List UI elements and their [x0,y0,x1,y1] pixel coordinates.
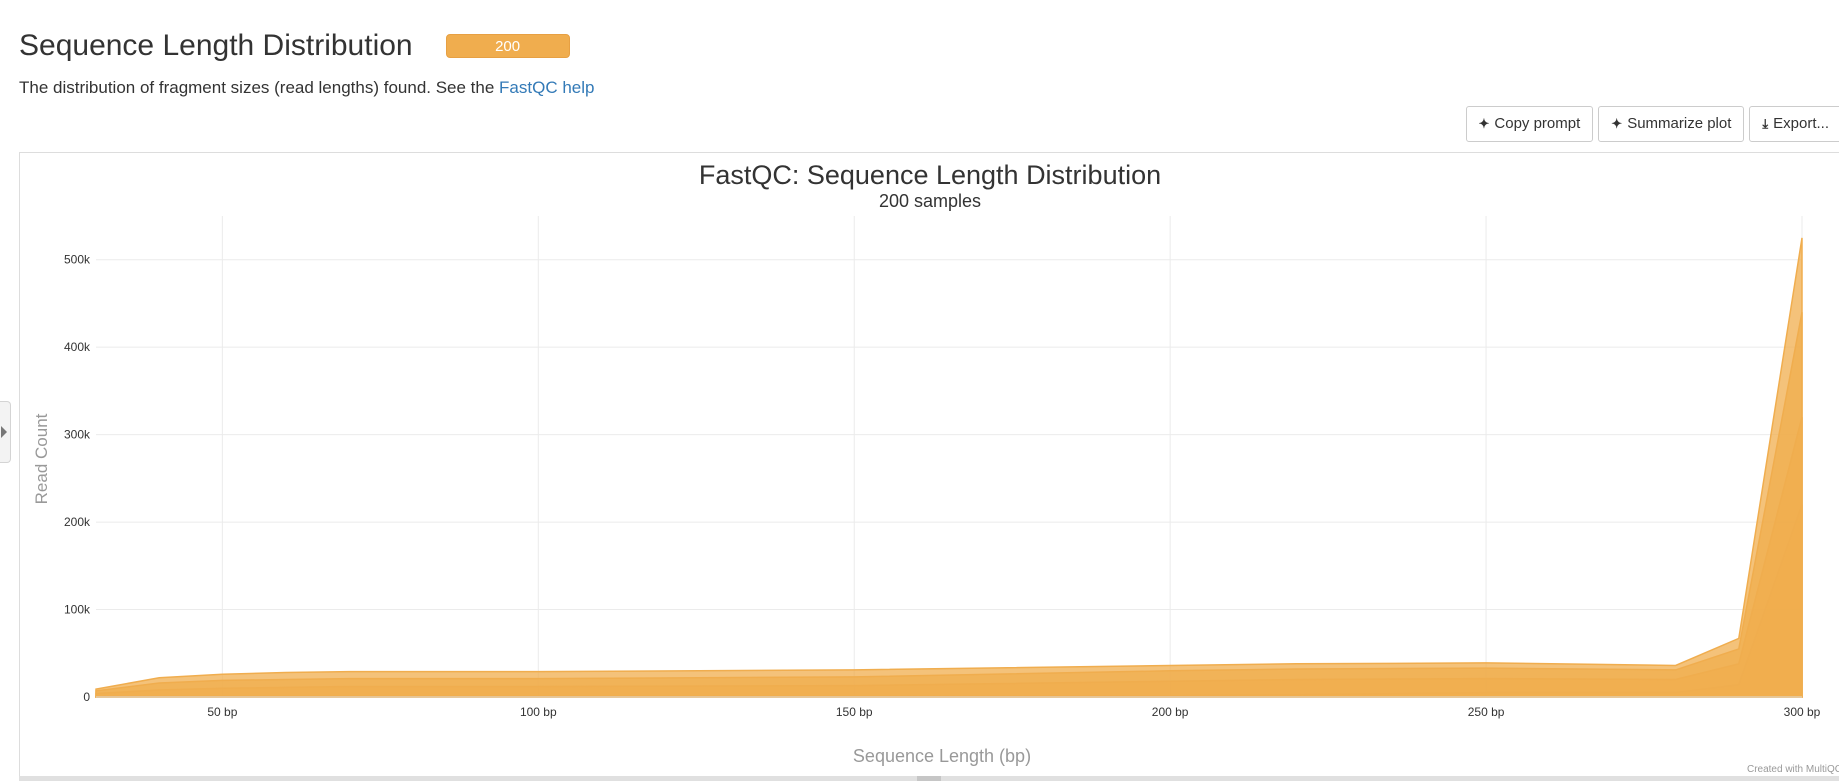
y-tick-label: 200k [64,515,91,529]
copy-prompt-label: Copy prompt [1494,115,1581,132]
resize-handle[interactable] [917,776,941,781]
chart-title: FastQC: Sequence Length Distribution [699,160,1161,190]
x-tick-label: 100 bp [520,705,557,719]
grid [96,216,1803,697]
section-header: Sequence Length Distribution 200 [19,26,570,66]
summarize-plot-label: Summarize plot [1627,115,1732,132]
series-areas [95,237,1803,698]
axes: 0 100k 200k 300k 400k 500k 50 bp 100 bp 150 bp 20… [64,253,1821,719]
y-tick-label: 500k [64,253,91,267]
side-panel-toggle[interactable] [0,401,11,463]
sparkle-icon: ✦ [1478,116,1490,131]
series-area [95,237,1803,698]
x-tick-label: 250 bp [1468,705,1505,719]
y-axis-label: Read Count [32,413,51,504]
sample-count-badge[interactable]: 200 [445,34,570,58]
fastqc-help-link[interactable]: FastQC help [499,78,595,97]
plot-toolbar: ✦ Copy prompt ✦ Summarize plot ⤓ Export.… [1465,106,1839,142]
section-title: Sequence Length Distribution [19,29,413,62]
summarize-plot-button[interactable]: ✦ Summarize plot [1598,106,1745,142]
y-tick-label: 100k [64,603,91,617]
series-area [95,504,1803,698]
y-tick-label: 0 [83,690,90,704]
download-icon: ⤓ [1762,116,1769,131]
y-tick-label: 300k [64,428,91,442]
x-tick-label: 50 bp [207,705,237,719]
chart-subtitle: 200 samples [879,191,981,211]
x-tick-label: 150 bp [836,705,873,719]
export-button[interactable]: ⤓ Export... [1749,106,1839,142]
y-tick-label: 400k [64,340,91,354]
series-area [95,416,1803,698]
section-description: The distribution of fragment sizes (read… [19,77,594,99]
description-text: The distribution of fragment sizes (read… [19,78,500,97]
sparkle-icon: ✦ [1611,116,1623,131]
x-tick-label: 300 bp [1784,705,1821,719]
series-area [95,312,1803,698]
x-tick-label: 200 bp [1152,705,1189,719]
x-axis-label: Sequence Length (bp) [853,746,1031,766]
plot-container: 0 100k 200k 300k 400k 500k 50 bp 100 bp 150 bp 20… [19,152,1839,777]
chevron-right-icon [1,426,7,438]
multiqc-credit: Created with MultiQC [1747,764,1839,775]
export-label: Export... [1773,115,1829,132]
sequence-length-chart[interactable]: 0 100k 200k 300k 400k 500k 50 bp 100 bp 150 bp 20… [20,153,1839,776]
copy-prompt-button[interactable]: ✦ Copy prompt [1465,106,1594,142]
